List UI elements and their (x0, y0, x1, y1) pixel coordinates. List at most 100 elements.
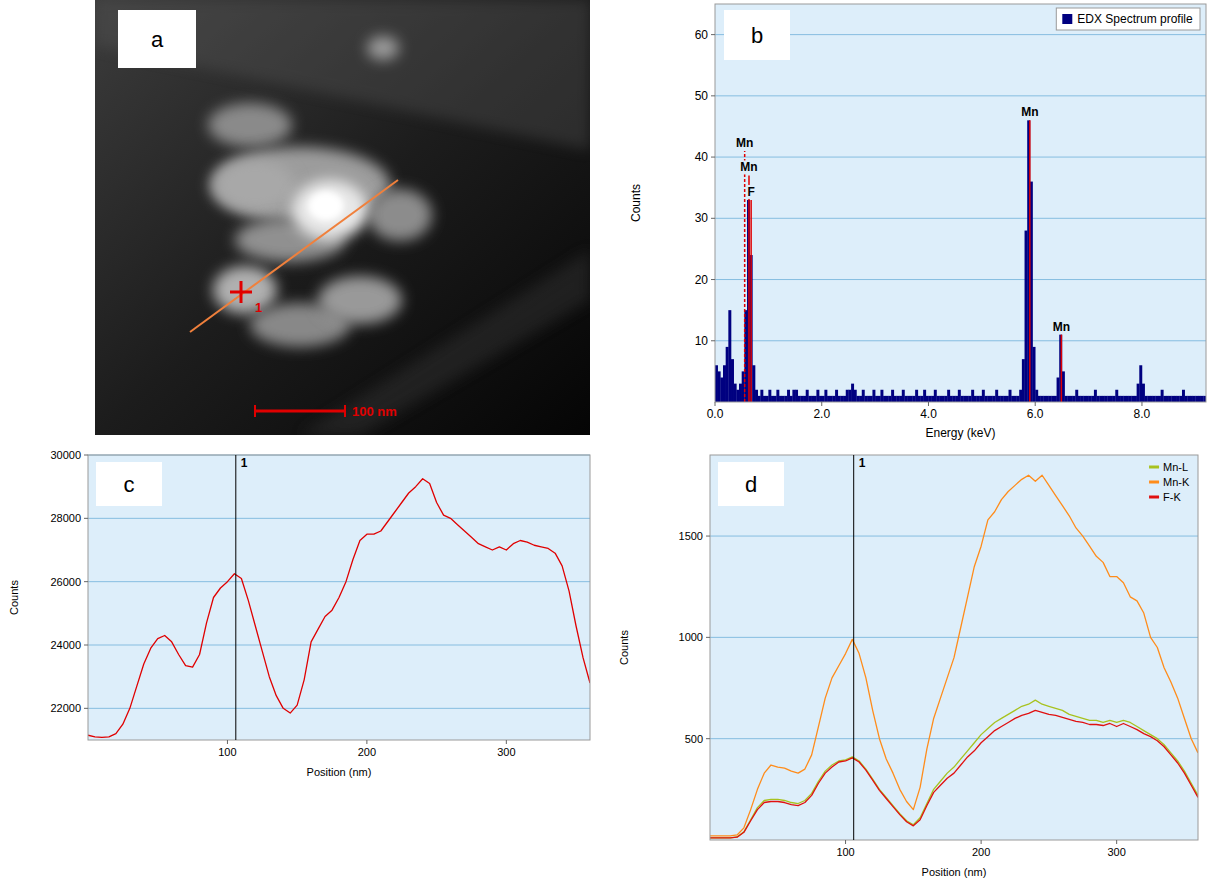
bar (768, 390, 771, 402)
bar (979, 396, 982, 402)
peak-label: F (747, 185, 754, 199)
bar (1038, 396, 1041, 402)
bar (923, 390, 926, 402)
bar (1065, 396, 1068, 402)
particle (367, 36, 399, 60)
bar (939, 396, 942, 402)
y-axis-title: Counts (8, 580, 20, 615)
bar (1179, 396, 1182, 402)
bar (755, 390, 758, 402)
lines (710, 475, 1198, 838)
peak-line (748, 175, 750, 402)
y-tick (84, 455, 88, 456)
bar (851, 384, 854, 402)
position-marker-label: 1 (241, 456, 248, 470)
y-tick-label: 28000 (50, 512, 81, 524)
label-patch (735, 136, 754, 150)
y-tick-label: 1000 (679, 631, 703, 643)
bar (985, 396, 988, 402)
bar (1033, 347, 1036, 402)
bar (774, 396, 777, 402)
label-patch (1020, 105, 1039, 119)
bar (1035, 390, 1038, 402)
y-tick (706, 637, 710, 638)
x-tick-label: 6.0 (1027, 407, 1044, 421)
panel-letter-box (718, 462, 784, 506)
bar (782, 396, 785, 402)
marker-label: 1 (255, 300, 262, 315)
bar (1150, 396, 1153, 402)
bar (1139, 365, 1142, 402)
bar (856, 396, 859, 402)
x-tick-label: 300 (1107, 846, 1125, 858)
bar (814, 396, 817, 402)
bar (1102, 396, 1105, 402)
bar (878, 396, 881, 402)
label-patch (739, 160, 758, 174)
x-tick (1141, 402, 1142, 406)
y-tick-label: 40 (695, 150, 709, 164)
bar (776, 390, 779, 402)
bar (1147, 396, 1150, 402)
bar (1057, 378, 1060, 402)
data-line (710, 475, 1198, 836)
bar (734, 384, 737, 402)
bar (760, 390, 763, 402)
bar (859, 396, 862, 402)
y-tick-label: 50 (695, 89, 709, 103)
bar (819, 396, 822, 402)
bar (1190, 396, 1193, 402)
bar (902, 390, 905, 402)
legend-swatch (1149, 466, 1159, 469)
legend-swatch (1149, 496, 1159, 499)
panel-letter: c (124, 472, 135, 497)
bar (1041, 396, 1044, 402)
bar (963, 396, 966, 402)
bar (926, 396, 929, 402)
bar (1193, 396, 1196, 402)
bar (1009, 390, 1012, 402)
bar (952, 396, 955, 402)
peak-line (1061, 335, 1063, 402)
position-marker (235, 455, 236, 740)
bar (1123, 396, 1126, 402)
bar (728, 310, 731, 402)
bar (862, 390, 865, 402)
bar (899, 396, 902, 402)
bar (718, 371, 721, 402)
bar (1158, 396, 1161, 402)
bar (1145, 396, 1148, 402)
bar (848, 390, 851, 402)
x-tick-label: 8.0 (1134, 407, 1151, 421)
bar (1185, 396, 1188, 402)
y-tick (84, 518, 88, 519)
bar (1118, 396, 1121, 402)
bar (993, 396, 996, 402)
y-tick-label: 30000 (50, 449, 81, 461)
bar (944, 396, 947, 402)
scale-bar-label: 100 nm (352, 404, 397, 419)
x-tick (928, 402, 929, 406)
y-tick-label: 24000 (50, 639, 81, 651)
bar (1059, 335, 1062, 402)
panel-letter: a (151, 27, 164, 52)
position-marker (853, 455, 854, 840)
bar (1019, 390, 1022, 402)
bar (864, 396, 867, 402)
bar (1025, 231, 1028, 402)
y-tick (711, 34, 715, 35)
bar (827, 396, 830, 402)
y-tick (706, 738, 710, 739)
x-tick (981, 840, 982, 844)
plot-frame (710, 455, 1198, 840)
bar (1105, 396, 1108, 402)
y-tick-label: 1500 (679, 530, 703, 542)
bar (806, 390, 809, 402)
peak-line (744, 151, 746, 402)
bar (840, 396, 843, 402)
grid-line (710, 637, 1198, 638)
bar (875, 396, 878, 402)
bar (931, 396, 934, 402)
scale-bar-end (254, 405, 256, 417)
bar (1174, 396, 1177, 402)
